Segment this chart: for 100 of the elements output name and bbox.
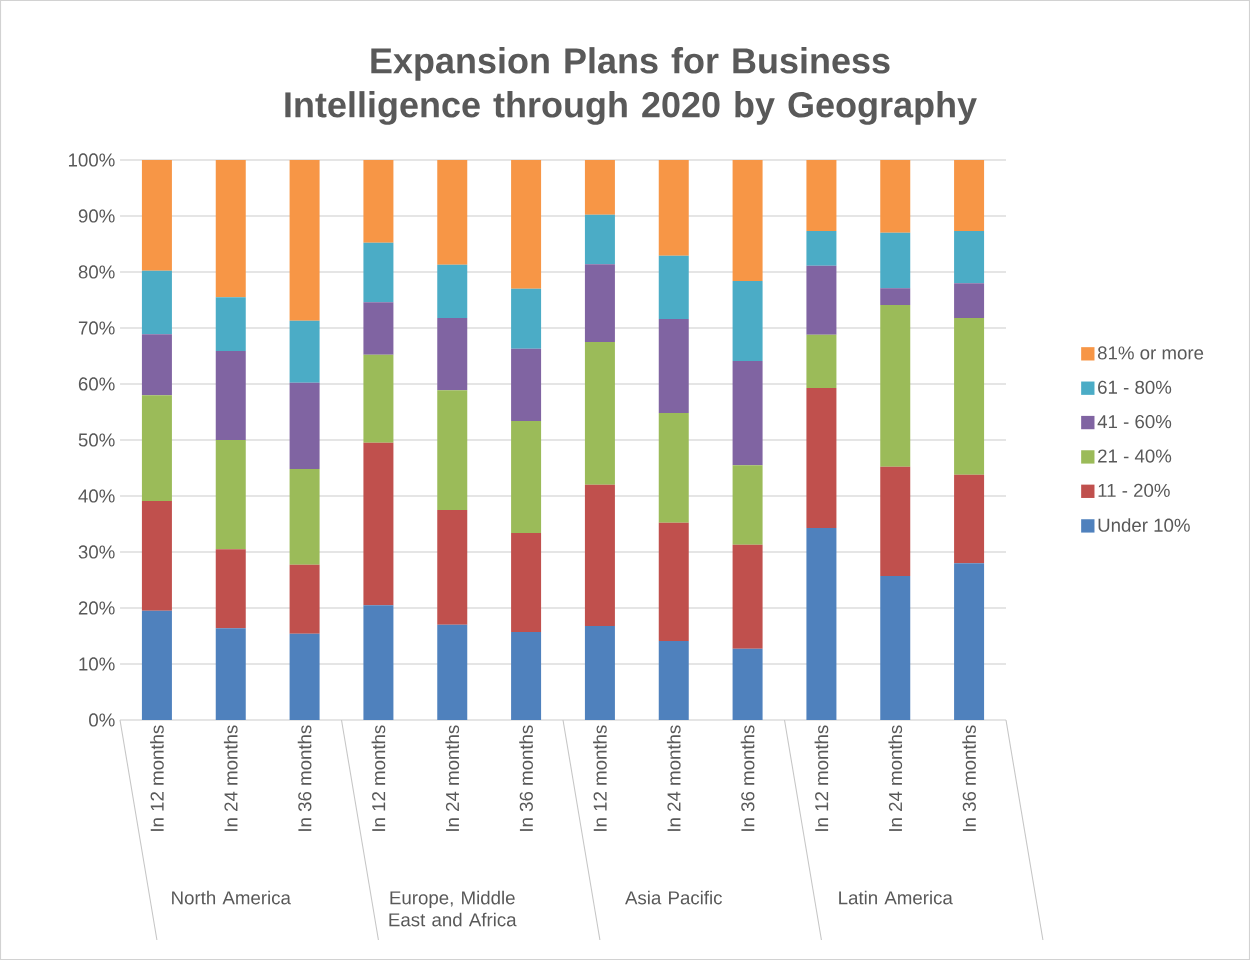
y-tick-label: 70% <box>78 321 115 335</box>
x-tick-label: In 12 months <box>371 725 386 831</box>
bar <box>658 255 689 320</box>
legend-label: 81% or more <box>1097 346 1204 360</box>
x-tick-label: In 24 months <box>888 725 903 831</box>
bar <box>215 297 246 351</box>
bar <box>141 395 172 502</box>
x-tick-label: In 36 months <box>519 725 533 831</box>
bar <box>732 280 763 362</box>
bar <box>363 159 394 243</box>
bar <box>215 439 246 550</box>
bar <box>289 469 320 565</box>
bar <box>880 159 911 233</box>
x-tick-label: In 36 months <box>962 725 976 831</box>
legend-label: 11 - 20% <box>1098 483 1170 497</box>
bar <box>437 264 468 318</box>
bar <box>880 288 911 306</box>
legend-label: 21 - 40% <box>1098 449 1172 463</box>
y-tick-label: 50% <box>78 433 115 447</box>
legend-label: 41 - 60% <box>1097 415 1172 429</box>
bar <box>732 648 763 720</box>
bar <box>806 334 837 388</box>
bar <box>954 317 985 475</box>
bar <box>289 382 320 470</box>
y-tick-label: 100% <box>68 153 115 167</box>
bar <box>437 317 468 391</box>
y-tick-label: 40% <box>78 489 115 503</box>
bar <box>584 264 615 342</box>
bar <box>806 265 837 335</box>
y-tick-label: 60% <box>78 377 115 391</box>
text: Europe, Middle East and Africa <box>389 890 517 927</box>
bar <box>806 231 837 266</box>
bar <box>880 305 911 467</box>
bar <box>215 628 246 720</box>
bar <box>732 159 763 281</box>
bar <box>584 625 615 720</box>
bar <box>215 159 246 298</box>
bar <box>732 361 763 466</box>
bar <box>215 350 246 440</box>
y-tick-label: 10% <box>79 657 115 671</box>
text: Asia Pacific <box>625 890 722 905</box>
x-tick-label: In 12 months <box>593 725 607 831</box>
legend-label: Under 10% <box>1098 518 1190 532</box>
y-tick-label: 90% <box>78 209 115 223</box>
bar <box>215 549 246 629</box>
text: Latin America <box>839 890 953 905</box>
x-tick-label: In 36 months <box>740 725 755 831</box>
bar <box>732 544 763 649</box>
bar <box>141 610 172 720</box>
bar <box>437 390 468 510</box>
bar <box>437 509 468 625</box>
y-tick-label: 80% <box>78 265 115 279</box>
bar <box>141 270 172 335</box>
bar <box>954 231 985 284</box>
bar <box>658 413 689 523</box>
bar <box>584 341 615 485</box>
chart-title: Expansion Plans for Business Intelligence through 2020 by Geography <box>285 47 977 125</box>
x-tick-label: In 12 months <box>150 725 164 831</box>
bar <box>880 232 911 289</box>
bar <box>363 302 394 355</box>
bar <box>954 474 985 564</box>
bar <box>289 564 320 634</box>
bar <box>806 159 837 232</box>
bar <box>511 159 542 289</box>
x-tick-label: In 12 months <box>814 725 829 831</box>
bar <box>658 319 689 414</box>
bar <box>732 465 763 545</box>
legend-label: 61 - 80% <box>1098 380 1172 394</box>
y-tick-label: 20% <box>78 601 115 615</box>
text: North America <box>172 890 291 905</box>
bar <box>511 632 542 720</box>
bar <box>289 159 320 321</box>
y-tick-label: 0% <box>89 713 115 727</box>
bar <box>363 442 394 606</box>
x-tick-label: In 24 months <box>223 725 238 831</box>
bar <box>954 563 985 720</box>
bar <box>437 624 468 720</box>
bar <box>141 159 172 271</box>
bar <box>806 527 837 720</box>
bar <box>511 420 542 533</box>
bar <box>806 387 837 528</box>
bar <box>658 641 689 720</box>
x-tick-label: In 36 months <box>297 725 312 831</box>
bar <box>289 633 320 720</box>
bar <box>363 242 394 303</box>
bar <box>880 466 911 577</box>
bar <box>584 159 615 215</box>
bar <box>363 354 394 443</box>
y-tick-label: 30% <box>78 545 115 559</box>
bar <box>511 288 542 349</box>
bar <box>658 159 689 256</box>
bar <box>658 522 689 642</box>
bar <box>141 501 172 611</box>
bar <box>584 484 615 626</box>
bar <box>584 214 615 265</box>
bar <box>363 605 394 720</box>
bar <box>880 576 911 720</box>
bar <box>511 348 542 421</box>
bar <box>954 283 985 318</box>
bar <box>289 320 320 383</box>
